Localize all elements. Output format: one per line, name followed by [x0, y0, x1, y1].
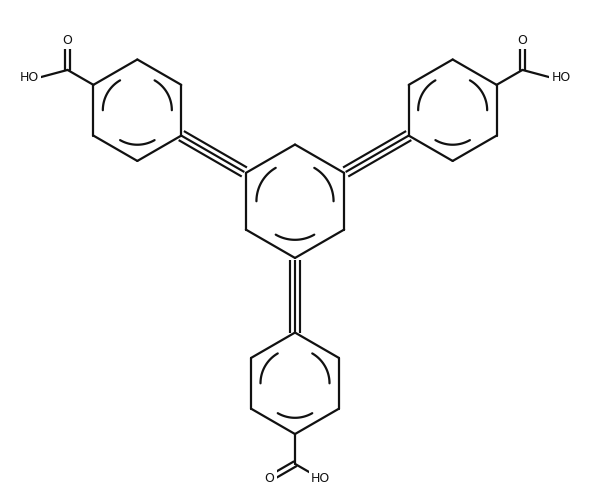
Text: O: O [517, 33, 527, 47]
Text: O: O [264, 472, 274, 486]
Text: HO: HO [551, 71, 571, 84]
Text: HO: HO [19, 71, 39, 84]
Text: O: O [63, 33, 73, 47]
Text: HO: HO [311, 472, 330, 486]
